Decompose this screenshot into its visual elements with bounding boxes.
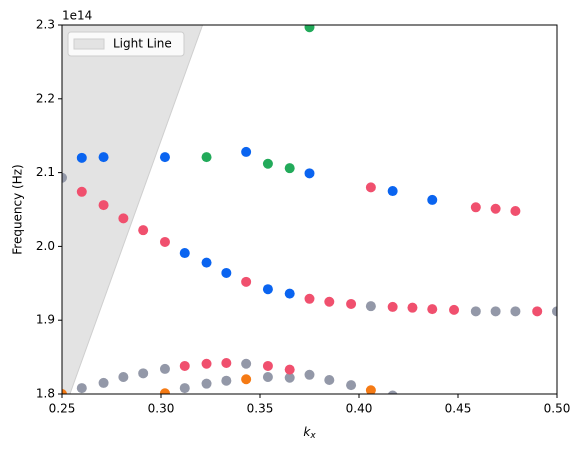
data-point [98,152,109,163]
data-point [407,302,418,313]
data-point [179,383,190,394]
data-point [159,363,170,374]
data-point [284,364,295,375]
data-point [98,200,109,211]
data-point [76,152,87,163]
y-tick-label: 2.2 [36,91,55,105]
data-point [490,306,501,317]
legend-label: Light Line [113,37,172,51]
legend-box [67,31,185,57]
data-point [552,306,557,317]
y-tick-label: 2.3 [36,18,55,32]
data-point [304,168,315,179]
plot-area [62,25,557,394]
data-point [159,152,170,163]
data-point [241,146,252,157]
data-point [387,390,398,394]
data-point [532,306,543,317]
data-point [201,358,212,369]
data-point [179,248,190,259]
x-tick-label: 0.35 [247,402,274,416]
data-point [138,225,149,236]
data-point [76,186,87,197]
data-point [159,236,170,247]
data-point [241,374,252,385]
x-tick-label: 0.50 [544,402,571,416]
x-tick-label: 0.25 [49,402,76,416]
data-point [262,360,273,371]
data-point [365,182,376,193]
x-tick-label: 0.40 [346,402,373,416]
data-point [138,368,149,379]
data-point [470,202,481,213]
x-axis-label: kx [303,425,316,441]
data-point [490,203,501,214]
data-point [387,186,398,197]
y-axis-label: Frequency (Hz) [11,164,25,255]
data-point [179,360,190,371]
data-point [304,293,315,304]
data-point [98,377,109,388]
data-point [262,158,273,169]
data-point [284,288,295,299]
data-point [201,152,212,163]
data-point [201,257,212,268]
data-point [365,385,376,394]
x-tick-label: 0.30 [148,402,175,416]
data-point [262,372,273,383]
data-point [365,301,376,312]
data-point [427,194,438,205]
data-point [221,375,232,386]
data-point [201,378,212,389]
data-point [241,358,252,369]
y-tick-label: 1.8 [36,387,55,401]
data-point [284,372,295,383]
data-point [346,380,357,391]
data-point [324,296,335,307]
data-point [62,389,67,394]
data-point [241,276,252,287]
data-point [346,298,357,309]
data-point [221,358,232,369]
data-point [387,301,398,312]
data-point [76,383,87,394]
data-point [427,304,438,315]
data-point [304,369,315,380]
data-point [159,388,170,394]
x-tick-label: 0.45 [445,402,472,416]
data-point [510,205,521,216]
data-point [262,284,273,295]
y-tick-label: 1.9 [36,313,55,327]
data-point [510,306,521,317]
data-point [449,304,460,315]
data-point [118,372,129,383]
data-point [324,374,335,385]
y-tick-label: 2.1 [36,165,55,179]
axes-frame [61,24,558,395]
data-point [62,172,67,183]
legend-swatch [73,38,105,50]
data-point [284,163,295,174]
y-offset-label: 1e14 [62,9,92,23]
data-point [304,25,315,33]
data-point [118,213,129,224]
y-tick-label: 2.0 [36,239,55,253]
data-point [221,267,232,278]
light-line-area [62,25,204,394]
data-point [470,306,481,317]
